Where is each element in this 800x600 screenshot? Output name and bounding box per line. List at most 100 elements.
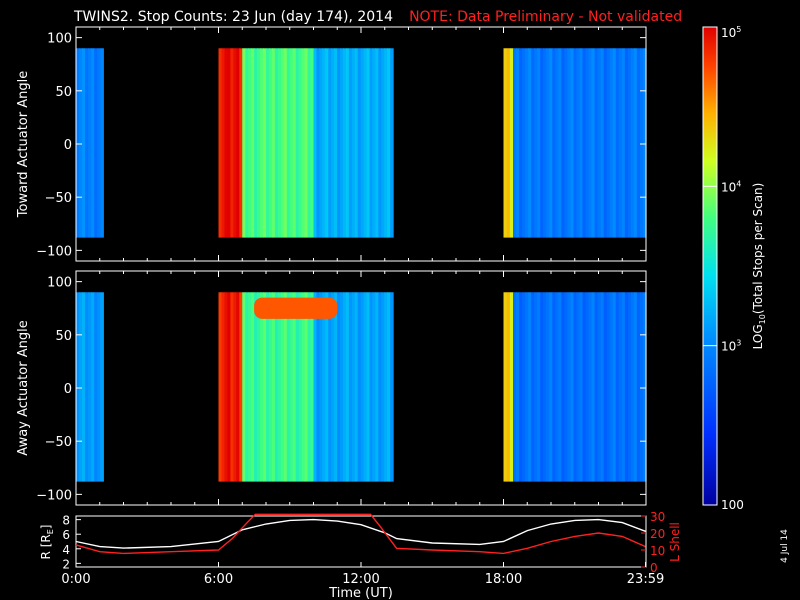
heatmap-cell (384, 292, 388, 482)
heatmap-cell (360, 48, 365, 238)
heatmap-cell (506, 48, 511, 238)
time-axis-label: Time (UT) (328, 586, 393, 600)
heatmap-cell (360, 292, 365, 482)
y-tick-label: 0 (64, 382, 72, 397)
heatmap-cell (340, 292, 344, 482)
heatmap-cell (328, 292, 332, 482)
heatmap-cell (567, 48, 572, 238)
heatmap-cell (257, 292, 261, 482)
heatmap-cell (531, 292, 535, 482)
heatmap-cell (558, 292, 562, 482)
heatmap-cell (612, 48, 617, 238)
heatmap-cell (76, 292, 80, 482)
heatmap-cell (615, 292, 620, 482)
y-tick-label: −100 (36, 244, 72, 259)
y-tick-label: −100 (36, 488, 72, 503)
heatmap-cell (522, 292, 526, 482)
heatmap-cell (642, 48, 647, 238)
time-tick-label: 12:00 (342, 572, 379, 587)
heatmap-cell (274, 48, 279, 238)
heatmap-cell (233, 292, 237, 482)
heatmap-cell (363, 48, 368, 238)
heatmap-cell (369, 292, 374, 482)
heatmap-cell (337, 48, 341, 238)
heatmap-cell (621, 292, 626, 482)
heatmap-cell (537, 292, 541, 482)
r-tick-label: 4 (62, 543, 70, 557)
heatmap-cell (325, 292, 329, 482)
heatmap-cell (251, 48, 255, 238)
heatmap-cell (283, 292, 288, 482)
heatmap-cell (254, 292, 258, 482)
heatmap-cell (348, 48, 353, 238)
away-angle-panel: 100 50 0 −50 −100 Away Actuator Angle (16, 270, 647, 506)
heatmap-cell (351, 292, 356, 482)
r-tick-label: 6 (62, 528, 70, 542)
heatmap-cell (283, 48, 288, 238)
colorbar-tick-label: 103 (721, 339, 741, 354)
heatmap-cell (390, 48, 394, 238)
heatmap-cell (585, 292, 590, 482)
heatmap-cell (627, 292, 632, 482)
time-tick-label: 6:00 (204, 572, 233, 587)
heatmap-cell (600, 48, 605, 238)
heatmap-cell (334, 292, 338, 482)
heatmap-cell (369, 48, 374, 238)
heatmap-cell (570, 292, 575, 482)
heatmap-cell (254, 48, 258, 238)
heatmap-cell (313, 48, 318, 238)
heatmap-cell (375, 292, 379, 482)
heatmap-cell (384, 48, 388, 238)
heatmap-cell (378, 292, 382, 482)
heatmap-cell (351, 48, 356, 238)
heatmap-cell (357, 48, 362, 238)
heatmap-cell (298, 48, 303, 238)
heatmap-cell (366, 48, 371, 238)
r-series-line (75, 518, 646, 549)
heatmap-cell (390, 292, 394, 482)
heatmap-cell (301, 292, 306, 482)
l-shell-axis-label: L Shell (668, 522, 682, 562)
away-y-ticks: 100 50 0 −50 −100 (36, 271, 647, 505)
heatmap-cell (91, 48, 95, 238)
heatmap-cell (624, 292, 629, 482)
heatmap-cell (591, 292, 596, 482)
heatmap-cell (531, 48, 535, 238)
heatmap-cell (618, 292, 623, 482)
heatmap-cell (100, 292, 104, 482)
heatmap-cell (381, 292, 385, 482)
l-tick-label: 10 (650, 544, 665, 558)
heatmap-cell (295, 292, 300, 482)
heatmap-cell (639, 48, 644, 238)
heatmap-cell (588, 48, 593, 238)
heatmap-cell (588, 292, 593, 482)
heatmap-cell (337, 292, 341, 482)
y-tick-label: 50 (55, 85, 72, 100)
y-tick-label: −50 (45, 191, 72, 206)
heatmap-cell (224, 48, 229, 238)
heatmap-cell (375, 48, 379, 238)
heatmap-cell (334, 48, 338, 238)
heatmap-cell (552, 48, 556, 238)
heatmap-cell (636, 292, 641, 482)
heatmap-cell (239, 292, 243, 482)
heatmap-cell (307, 292, 312, 482)
heatmap-cell (342, 48, 347, 238)
heatmap-cell (292, 292, 297, 482)
heatmap-cell (79, 48, 83, 238)
orbit-plot-frame (75, 515, 647, 568)
heatmap-cell (534, 292, 538, 482)
heatmap-cell (621, 48, 626, 238)
heatmap-cell (91, 292, 95, 482)
heatmap-cell (357, 292, 362, 482)
heatmap-cell (233, 48, 237, 238)
heatmap-cell (277, 48, 282, 238)
heatmap-cell (248, 292, 252, 482)
heatmap-cell (573, 48, 578, 238)
heatmap-cell (94, 292, 98, 482)
heatmap-cell (503, 292, 508, 482)
time-tick-label: 23:59 (627, 572, 664, 587)
heatmap-cell (221, 48, 226, 238)
